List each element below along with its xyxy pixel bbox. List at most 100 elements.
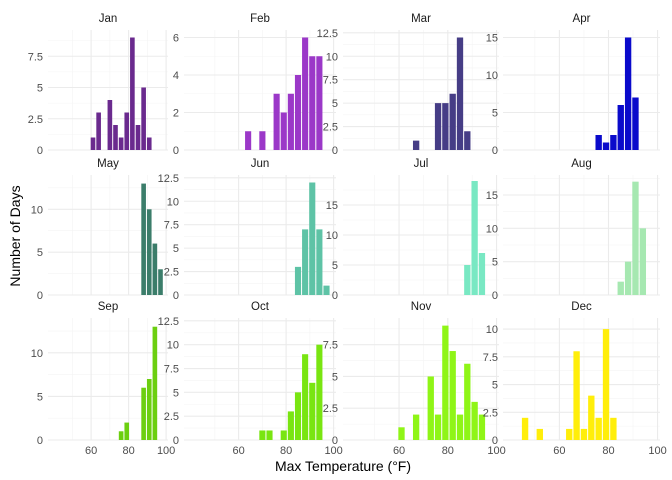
histogram-bar <box>580 428 588 440</box>
histogram-bar <box>595 135 602 150</box>
histogram-bar <box>141 87 146 150</box>
histogram-bar <box>96 112 101 150</box>
histogram-bar <box>316 56 323 150</box>
y-tick-label: 0 <box>332 435 338 447</box>
y-tick-label: 0 <box>173 145 179 157</box>
panel-title-aug: Aug <box>571 158 591 170</box>
histogram-bar <box>294 75 302 150</box>
histogram-bar <box>141 387 146 440</box>
histogram-bar <box>113 125 118 150</box>
y-tick-label: 5 <box>492 257 498 269</box>
y-tick-label: 10 <box>486 70 498 82</box>
y-tick-label: 4 <box>173 70 179 82</box>
y-tick-label: 2 <box>173 108 179 120</box>
histogram-bar <box>464 265 471 295</box>
y-tick-label: 5 <box>37 83 43 95</box>
histogram-bar <box>245 131 252 150</box>
y-tick-label: 10 <box>326 230 338 242</box>
x-tick-label: 100 <box>487 445 505 457</box>
histogram-bar <box>412 414 420 440</box>
panel-mar: Mar 0 2.5 5 7.5 10 12.5 <box>317 13 499 157</box>
panel-title-may: May <box>97 158 119 170</box>
y-tick-label: 0 <box>173 435 179 447</box>
histogram-bar <box>602 142 610 150</box>
y-tick-label: 5 <box>37 391 43 403</box>
histogram-bar <box>294 266 302 295</box>
histogram-bar <box>152 243 158 295</box>
histogram-bar <box>464 131 471 150</box>
histogram-bar <box>624 37 632 150</box>
histogram-bar <box>442 325 449 440</box>
x-axis-title: Max Temperature (°F) <box>275 458 411 474</box>
y-tick-label: 7.5 <box>164 220 179 232</box>
y-tick-label: 2.5 <box>323 403 338 415</box>
histogram-bar <box>639 228 647 295</box>
histogram-bar <box>280 430 287 440</box>
y-tick-label: 12.5 <box>317 28 338 40</box>
histogram-bar <box>588 395 595 440</box>
y-tick-label: 7.5 <box>323 75 338 87</box>
panel-oct: Oct 0 2.5 5 7.5 10 12.5 60 80 100 <box>158 301 343 457</box>
y-tick-label: 5 <box>332 371 338 383</box>
y-tick-label: 10 <box>486 223 498 235</box>
histogram-bar <box>478 414 486 440</box>
x-tick-label: 80 <box>280 445 292 457</box>
histogram-bar <box>412 140 420 150</box>
histogram-bar <box>309 182 316 295</box>
histogram-bar <box>90 137 96 150</box>
histogram-bar <box>302 37 309 150</box>
y-tick-label: 15 <box>326 200 338 212</box>
histogram-bar <box>141 183 146 295</box>
histogram-bar <box>146 209 152 295</box>
panel-feb: Feb 0 2 4 6 <box>173 13 336 157</box>
histogram-bar <box>449 351 456 440</box>
histogram-bar <box>287 411 294 440</box>
y-axis-title: Number of Days <box>7 185 23 286</box>
histogram-bar <box>478 253 486 295</box>
y-tick-label: 7.5 <box>323 340 338 352</box>
y-tick-label: 10 <box>31 348 43 360</box>
panel-title-oct: Oct <box>251 301 270 313</box>
histogram-bar <box>471 401 478 440</box>
histogram-bar <box>456 414 464 440</box>
histogram-bar <box>434 414 442 440</box>
histogram-bar <box>442 103 449 150</box>
panel-title-feb: Feb <box>250 13 270 25</box>
histogram-bar <box>610 135 617 150</box>
panel-title-dec: Dec <box>571 301 592 313</box>
panel-title-sep: Sep <box>98 301 118 313</box>
x-tick-label: 100 <box>648 445 666 457</box>
y-tick-label: 0 <box>173 290 179 302</box>
x-tick-label: 100 <box>324 445 342 457</box>
y-tick-label: 10 <box>167 340 179 352</box>
y-tick-label: 15 <box>486 33 498 45</box>
histogram-bar <box>302 229 309 295</box>
panel-dec: Dec 0 2.5 5 7.5 10 60 80 100 <box>483 301 667 457</box>
histogram-bar <box>617 105 624 150</box>
histogram-bar <box>124 112 130 150</box>
histogram-bar <box>146 137 152 150</box>
histogram-bar <box>316 229 323 295</box>
y-tick-label: 15 <box>486 190 498 202</box>
histogram-bar <box>464 363 471 440</box>
histogram-bar <box>302 354 309 440</box>
x-tick-label: 60 <box>85 445 97 457</box>
y-tick-label: 10 <box>31 204 43 216</box>
y-tick-label: 0 <box>492 435 498 447</box>
y-tick-label: 2.5 <box>483 407 498 419</box>
y-tick-label: 12.5 <box>158 316 179 328</box>
histogram-bar <box>135 125 141 150</box>
histogram-bar <box>294 392 302 440</box>
y-tick-label: 0 <box>37 145 43 157</box>
y-tick-label: 7.5 <box>28 51 43 63</box>
y-tick-label: 5 <box>492 108 498 120</box>
panel-aug: Aug 0 5 10 15 <box>486 158 660 302</box>
y-tick-label: 6 <box>173 33 179 45</box>
histogram-bar <box>146 379 152 440</box>
histogram-bar <box>617 281 624 295</box>
y-tick-label: 10 <box>486 324 498 336</box>
y-tick-label: 5 <box>37 247 43 259</box>
y-tick-label: 7.5 <box>164 364 179 376</box>
